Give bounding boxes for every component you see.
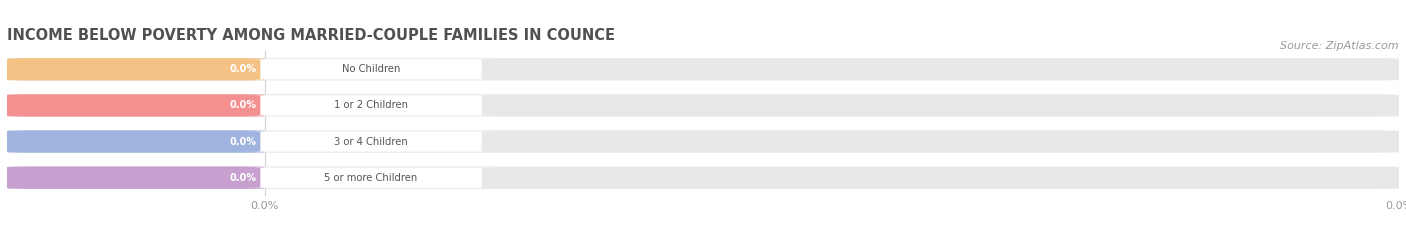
Text: 3 or 4 Children: 3 or 4 Children <box>335 137 408 147</box>
Text: 0.0%: 0.0% <box>229 64 256 74</box>
FancyBboxPatch shape <box>7 166 264 189</box>
Text: No Children: No Children <box>342 64 401 74</box>
FancyBboxPatch shape <box>7 166 1399 189</box>
Text: 0.0%: 0.0% <box>229 100 256 110</box>
Text: 0.0%: 0.0% <box>229 137 256 147</box>
FancyBboxPatch shape <box>243 59 499 79</box>
FancyBboxPatch shape <box>7 58 264 81</box>
FancyBboxPatch shape <box>243 95 499 116</box>
Text: INCOME BELOW POVERTY AMONG MARRIED-COUPLE FAMILIES IN COUNCE: INCOME BELOW POVERTY AMONG MARRIED-COUPL… <box>7 28 614 43</box>
FancyBboxPatch shape <box>7 94 264 117</box>
Text: 0.0%: 0.0% <box>229 173 256 183</box>
FancyBboxPatch shape <box>7 130 264 153</box>
FancyBboxPatch shape <box>243 168 499 188</box>
FancyBboxPatch shape <box>7 130 1399 153</box>
FancyBboxPatch shape <box>7 94 1399 117</box>
Text: 1 or 2 Children: 1 or 2 Children <box>335 100 408 110</box>
Text: Source: ZipAtlas.com: Source: ZipAtlas.com <box>1281 41 1399 51</box>
Text: 5 or more Children: 5 or more Children <box>325 173 418 183</box>
FancyBboxPatch shape <box>7 58 1399 81</box>
FancyBboxPatch shape <box>243 131 499 152</box>
